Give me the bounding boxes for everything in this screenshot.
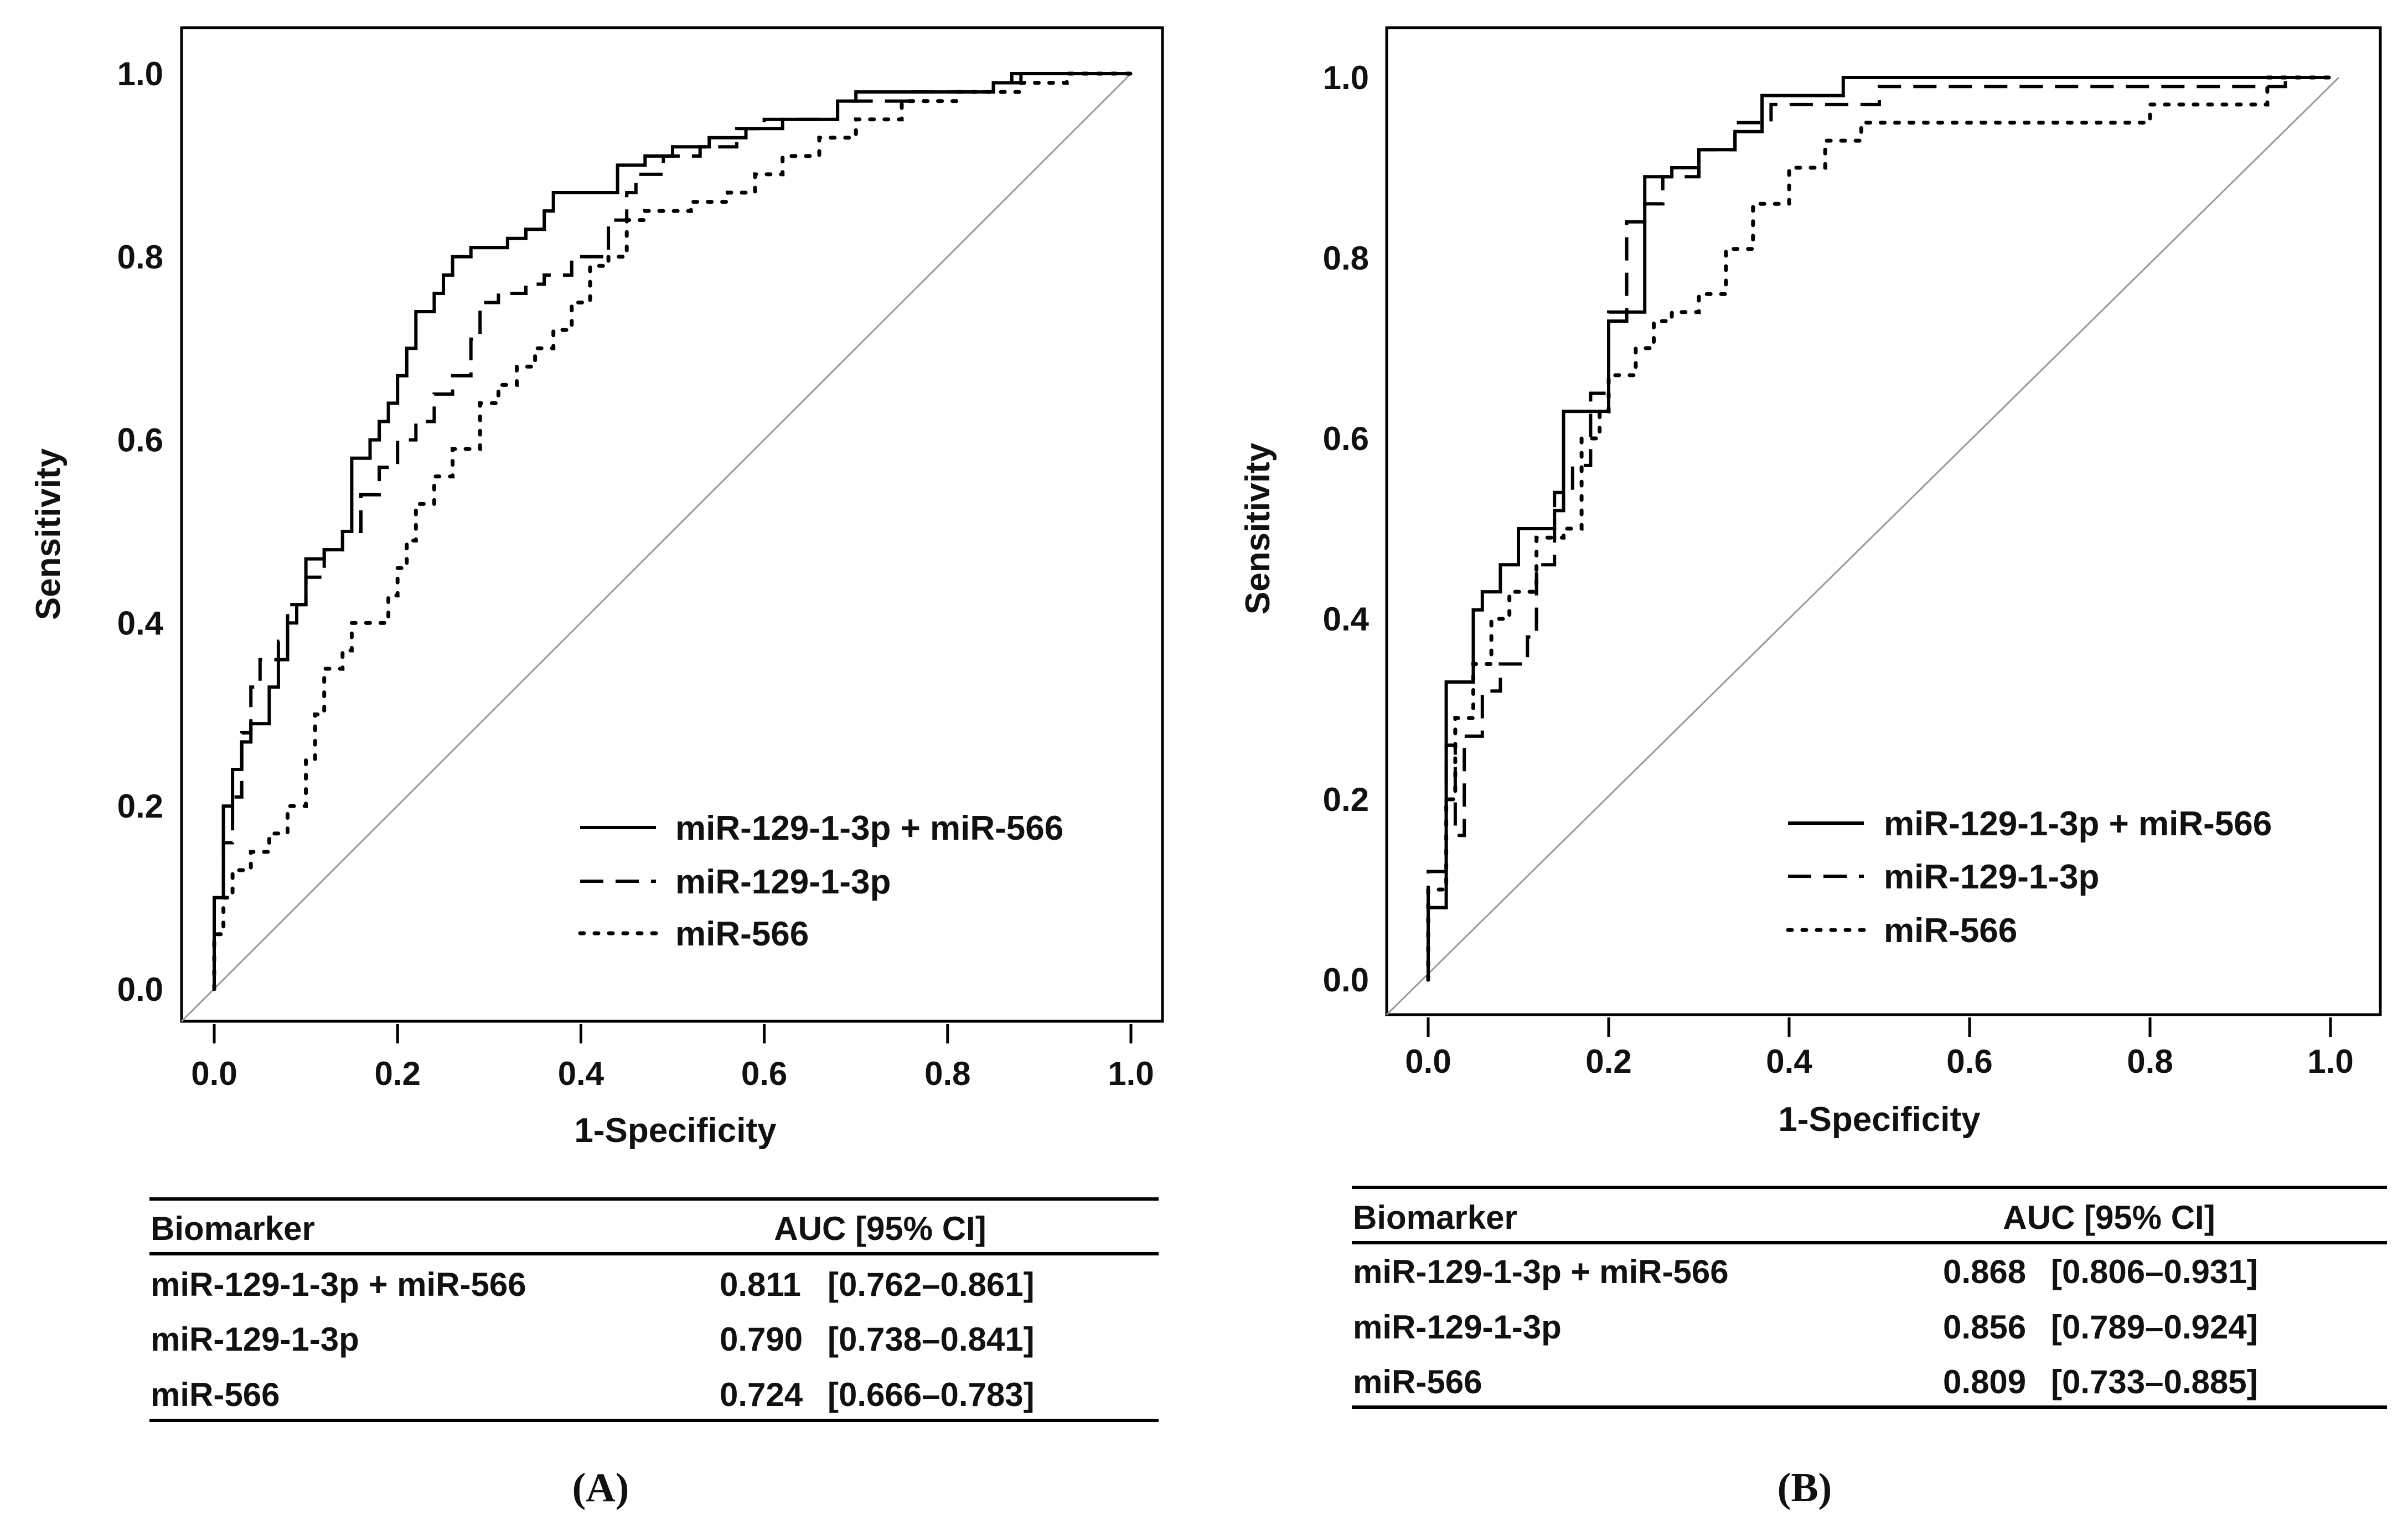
table-cell-ci: [0.733–0.885] [2051, 1363, 2258, 1400]
table-cell-auc: 0.811 [720, 1266, 801, 1303]
table-cell-auc: 0.809 [1943, 1363, 2026, 1400]
y-tick-label: 1.0 [117, 55, 163, 92]
table-row-b-1: miR-129-1-3p 0.856 [0.789–0.924] [1353, 1309, 2258, 1346]
y-axis-title-b: Sensitivity [1239, 442, 1277, 614]
y-tick-label: 0.6 [1323, 420, 1369, 457]
x-tick-label: 0.8 [2127, 1043, 2173, 1080]
roc-curve-dashed [1427, 76, 2331, 980]
table-header-biomarker-b: Biomarker [1353, 1199, 1517, 1236]
table-header-auc-a: AUC [95% CI] [774, 1210, 986, 1247]
x-axis-title-a: 1-Specificity [574, 1112, 777, 1150]
x-tick-label: 0.6 [1946, 1043, 1992, 1080]
table-cell-auc: 0.790 [720, 1321, 803, 1358]
y-tick-label: 0.6 [117, 422, 163, 459]
y-tick-label: 1.0 [1323, 59, 1369, 96]
plot-frame-a [180, 26, 1164, 1023]
y-tick-label: 0.0 [117, 971, 163, 1008]
y-tick-label: 0.2 [1323, 781, 1369, 818]
x-tick-label: 0.0 [191, 1055, 237, 1092]
table-cell-ci: [0.738–0.841] [828, 1321, 1035, 1358]
panel-caption-a: (A) [572, 1465, 629, 1511]
legend-label: miR-129-1-3p + miR-566 [1884, 805, 2272, 843]
x-tick-label: 0.2 [1585, 1043, 1631, 1080]
table-cell-auc: 0.868 [1943, 1253, 2026, 1290]
table-cell-auc: 0.856 [1943, 1309, 2026, 1346]
x-tick-label: 0.4 [558, 1055, 604, 1092]
legend-label: miR-566 [675, 915, 809, 953]
x-axis-title-b: 1-Specificity [1778, 1100, 1981, 1139]
y-tick-label: 0.0 [1323, 962, 1369, 999]
table-cell-biomarker: miR-129-1-3p + miR-566 [151, 1266, 526, 1303]
table-row-b-0: miR-129-1-3p + miR-566 0.868 [0.806–0.93… [1353, 1253, 2258, 1290]
y-axis-title-a: Sensitivity [29, 448, 68, 620]
roc-curve-dotted [1426, 75, 2333, 982]
legend-label: miR-566 [1884, 912, 2017, 950]
table-cell-ci: [0.806–0.931] [2051, 1253, 2258, 1290]
x-tick-label: 1.0 [1108, 1055, 1154, 1092]
roc-curve-dotted [212, 71, 1133, 991]
legend-label: miR-129-1-3p [1884, 858, 2099, 896]
table-cell-ci: [0.762–0.861] [828, 1266, 1035, 1303]
legend-b: miR-129-1-3p + miR-566 miR-129-1-3p miR-56… [1786, 805, 2272, 950]
reference-diagonal-a [180, 73, 1132, 1022]
y-tick-label: 0.8 [1323, 240, 1369, 277]
table-row-a-0: miR-129-1-3p + miR-566 0.811 [0.762–0.86… [151, 1266, 1035, 1303]
y-tick-label: 0.4 [1323, 601, 1370, 638]
panel-caption-b: (B) [1777, 1465, 1832, 1511]
table-cell-biomarker: miR-129-1-3p [151, 1321, 359, 1358]
x-tick-label: 0.6 [741, 1055, 787, 1092]
panel-b: 0.0 0.2 0.4 0.6 0.8 1.0 0.0 0.2 0.4 0.6 0.8 1.0 1-… [1239, 26, 2387, 1511]
reference-diagonal-b [1386, 76, 2340, 1016]
table-header-auc-b: AUC [95% CI] [2003, 1199, 2215, 1236]
roc-curve-solid [213, 72, 1131, 989]
table-row-b-2: miR-566 0.809 [0.733–0.885] [1353, 1363, 2258, 1400]
legend-label: miR-129-1-3p + miR-566 [675, 809, 1063, 847]
table-cell-biomarker: miR-129-1-3p + miR-566 [1353, 1253, 1729, 1290]
table-cell-biomarker: miR-129-1-3p [1353, 1309, 1562, 1346]
y-tick-label: 0.4 [117, 604, 164, 642]
table-cell-ci: [0.789–0.924] [2051, 1309, 2258, 1346]
x-axis-b: 0.0 0.2 0.4 0.6 0.8 1.0 [1405, 1017, 2354, 1080]
table-header-biomarker-a: Biomarker [151, 1210, 315, 1247]
table-cell-biomarker: miR-566 [151, 1376, 280, 1413]
y-tick-label: 0.2 [117, 788, 163, 825]
table-cell-ci: [0.666–0.783] [828, 1376, 1035, 1413]
plot-frame-b [1385, 26, 2382, 1016]
x-tick-label: 0.8 [924, 1055, 970, 1092]
roc-curve-dashed [213, 72, 1131, 989]
x-tick-label: 0.4 [1766, 1043, 1812, 1080]
table-row-a-1: miR-129-1-3p 0.790 [0.738–0.841] [151, 1321, 1035, 1358]
roc-curves-a [212, 71, 1133, 991]
x-axis-a: 0.0 0.2 0.4 0.6 0.8 1.0 [191, 1024, 1154, 1092]
x-tick-label: 1.0 [2307, 1043, 2353, 1080]
legend-label: miR-129-1-3p [675, 863, 891, 901]
table-cell-auc: 0.724 [720, 1376, 803, 1413]
y-tick-label: 0.8 [117, 239, 163, 276]
legend-a: miR-129-1-3p + miR-566 miR-129-1-3p miR-56… [578, 809, 1063, 953]
x-tick-label: 0.2 [374, 1055, 420, 1092]
table-row-a-2: miR-566 0.724 [0.666–0.783] [151, 1376, 1035, 1413]
y-axis-b: 0.0 0.2 0.4 0.6 0.8 1.0 [1323, 59, 1370, 999]
table-cell-biomarker: miR-566 [1353, 1363, 1482, 1400]
x-tick-label: 0.0 [1405, 1043, 1451, 1080]
panel-a: 0.0 0.2 0.4 0.6 0.8 1.0 0.0 0.2 0.4 0.6 0.8 1.0 1-… [29, 26, 1164, 1511]
roc-curves-b [1426, 75, 2333, 982]
y-axis-a: 0.0 0.2 0.4 0.6 0.8 1.0 [117, 55, 164, 1008]
